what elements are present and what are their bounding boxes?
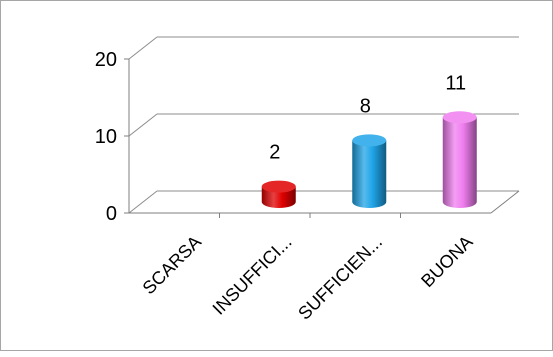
bar-1 — [261, 186, 296, 208]
x-tick-label: INSUFFICI... — [209, 232, 296, 319]
floor-right-edge — [490, 190, 520, 214]
y-tick-label: 20 — [95, 49, 117, 71]
gridline-side — [128, 190, 158, 214]
y-tick-label: 10 — [95, 126, 117, 148]
gridline-side — [128, 36, 158, 60]
bar-top-1 — [261, 180, 296, 193]
bar-top-3 — [442, 111, 477, 124]
bar-top-2 — [352, 134, 387, 147]
x-tick-label: BUONA — [417, 232, 476, 291]
data-label: 8 — [360, 95, 371, 117]
data-label: 11 — [445, 72, 466, 94]
y-tick-label: 0 — [106, 203, 117, 225]
gridline-side — [128, 113, 158, 137]
bar-3 — [442, 117, 477, 208]
x-tick-label: SCARSA — [139, 232, 205, 298]
bar-2 — [352, 140, 387, 208]
data-label: 2 — [269, 142, 280, 164]
x-tick-label: SUFFICIEN... — [294, 232, 386, 324]
